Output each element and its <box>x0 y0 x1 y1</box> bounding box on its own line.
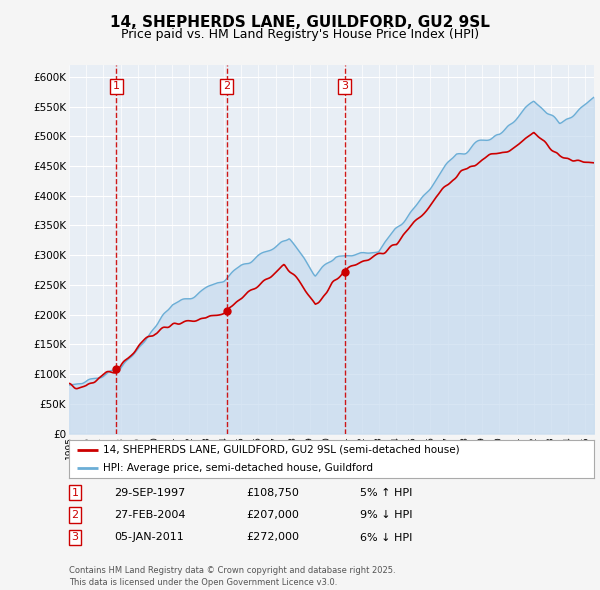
Text: HPI: Average price, semi-detached house, Guildford: HPI: Average price, semi-detached house,… <box>103 463 373 473</box>
Text: £272,000: £272,000 <box>246 533 299 542</box>
Text: 05-JAN-2011: 05-JAN-2011 <box>114 533 184 542</box>
Text: £207,000: £207,000 <box>246 510 299 520</box>
Text: 3: 3 <box>71 533 79 542</box>
Text: 1: 1 <box>113 81 120 91</box>
Text: 1: 1 <box>71 488 79 497</box>
Text: 6% ↓ HPI: 6% ↓ HPI <box>360 533 412 542</box>
Text: 2: 2 <box>71 510 79 520</box>
Text: 29-SEP-1997: 29-SEP-1997 <box>114 488 185 497</box>
Text: 5% ↑ HPI: 5% ↑ HPI <box>360 488 412 497</box>
Text: 27-FEB-2004: 27-FEB-2004 <box>114 510 185 520</box>
Text: 14, SHEPHERDS LANE, GUILDFORD, GU2 9SL (semi-detached house): 14, SHEPHERDS LANE, GUILDFORD, GU2 9SL (… <box>103 445 460 455</box>
Text: Price paid vs. HM Land Registry's House Price Index (HPI): Price paid vs. HM Land Registry's House … <box>121 28 479 41</box>
Text: 3: 3 <box>341 81 348 91</box>
Text: 9% ↓ HPI: 9% ↓ HPI <box>360 510 413 520</box>
Text: 2: 2 <box>223 81 230 91</box>
Text: £108,750: £108,750 <box>246 488 299 497</box>
Text: Contains HM Land Registry data © Crown copyright and database right 2025.
This d: Contains HM Land Registry data © Crown c… <box>69 566 395 587</box>
Text: 14, SHEPHERDS LANE, GUILDFORD, GU2 9SL: 14, SHEPHERDS LANE, GUILDFORD, GU2 9SL <box>110 15 490 30</box>
